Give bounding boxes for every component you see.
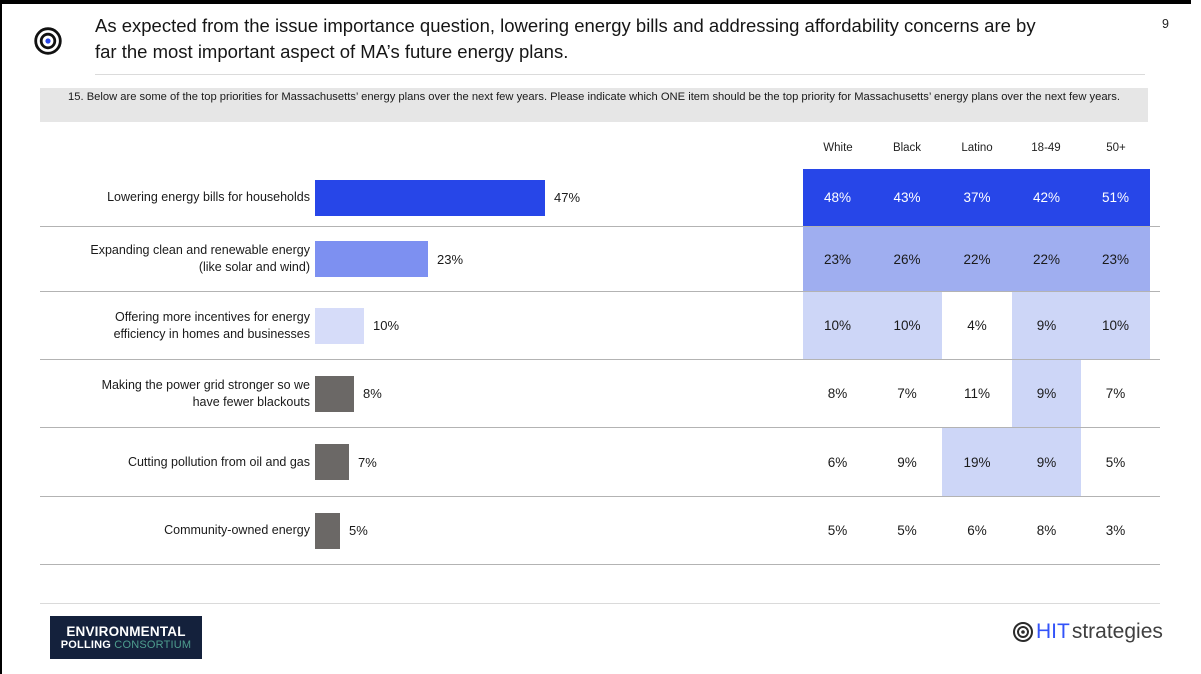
- table-cell: 6%: [803, 428, 872, 496]
- table-cell: 42%: [1012, 169, 1081, 226]
- bar-group: 10%: [315, 292, 399, 359]
- hit-strategies-logo: HIT strategies: [1012, 620, 1163, 644]
- bullseye-icon: [33, 26, 63, 61]
- table-cell: 5%: [803, 497, 872, 564]
- page-title-line1: As expected from the issue importance qu…: [95, 15, 1036, 36]
- survey-question-banner: 15. Below are some of the top priorities…: [40, 88, 1148, 122]
- bar-value: 47%: [554, 190, 581, 205]
- bar-group: 7%: [315, 428, 377, 496]
- table-cell: 10%: [1081, 292, 1150, 359]
- bar: [315, 375, 354, 412]
- column-header-black: Black: [892, 142, 922, 154]
- table-cell: 10%: [872, 292, 942, 359]
- bar-label-line: Expanding clean and renewable energy: [90, 243, 310, 258]
- bar-value: 8%: [363, 386, 382, 401]
- bar-label: Expanding clean and renewable energy (li…: [75, 227, 310, 291]
- table-cell: 5%: [1081, 428, 1150, 496]
- bar-label-line: Lowering energy bills for households: [107, 190, 310, 205]
- table-cell: 22%: [1012, 227, 1081, 291]
- table-cell: 51%: [1081, 169, 1150, 226]
- table-cell: 19%: [942, 428, 1012, 496]
- slide-left-border: [0, 0, 2, 674]
- bar-value: 5%: [349, 523, 368, 538]
- column-header-50plus: 50+: [1106, 142, 1126, 154]
- table-cell: 9%: [1012, 428, 1081, 496]
- table-cell: 23%: [803, 227, 872, 291]
- hit-logo-hit: HIT: [1036, 620, 1070, 643]
- footer-divider: [40, 603, 1160, 604]
- bar-value: 7%: [358, 454, 377, 470]
- table-cell: 9%: [872, 428, 942, 496]
- chart-row: Making the power grid stronger so we hav…: [40, 360, 1160, 428]
- environmental-polling-consortium-logo: ENVIRONMENTAL POLLING CONSORTIUM: [50, 616, 202, 659]
- slide-top-border: [0, 0, 1191, 4]
- epc-logo-polling: POLLING: [60, 638, 112, 651]
- page-number: 9: [1162, 17, 1169, 31]
- bar: [315, 241, 428, 277]
- hit-bullseye-icon: [1012, 621, 1034, 643]
- bar-group: 23%: [315, 227, 463, 291]
- chart-row: Lowering energy bills for households 47%…: [40, 169, 1160, 227]
- page-title: As expected from the issue importance qu…: [95, 13, 1036, 65]
- bar-value: 10%: [373, 318, 400, 333]
- table-cell: 8%: [803, 360, 872, 427]
- bar-label: Making the power grid stronger so we hav…: [75, 360, 310, 427]
- column-header-white: White: [823, 142, 853, 154]
- column-header-18-49: 18-49: [1031, 142, 1061, 154]
- bar: [315, 179, 545, 216]
- bar-label-line: Cutting pollution from oil and gas: [127, 454, 310, 469]
- table-cell: 43%: [872, 169, 942, 226]
- bar-group: 47%: [315, 169, 580, 226]
- title-divider: [95, 74, 1145, 75]
- bar-group: 5%: [315, 497, 368, 564]
- table-cell: 26%: [872, 227, 942, 291]
- bar-value: 23%: [437, 251, 464, 267]
- bar: [315, 307, 364, 344]
- bar-label-line: Offering more incentives for energy: [114, 309, 310, 324]
- table-cell: 8%: [1012, 497, 1081, 564]
- table-cell: 6%: [942, 497, 1012, 564]
- bar: [315, 512, 340, 549]
- table-cell: 22%: [942, 227, 1012, 291]
- table-cell: 7%: [872, 360, 942, 427]
- bar-label: Cutting pollution from oil and gas: [75, 428, 310, 496]
- table-cell: 11%: [942, 360, 1012, 427]
- page-title-line2: far the most important aspect of MA’s fu…: [95, 41, 569, 62]
- hit-logo-strategies: strategies: [1071, 620, 1163, 643]
- table-cell: 9%: [1012, 292, 1081, 359]
- epc-logo-consortium: CONSORTIUM: [114, 638, 192, 651]
- table-cell: 4%: [942, 292, 1012, 359]
- table-cell: 7%: [1081, 360, 1150, 427]
- table-cell: 10%: [803, 292, 872, 359]
- chart-row: Cutting pollution from oil and gas 7% 6%…: [40, 428, 1160, 497]
- bar-label: Offering more incentives for energy effi…: [75, 292, 310, 359]
- chart-row: Community-owned energy 5% 5% 5% 6% 8% 3%: [40, 497, 1160, 565]
- bar-label-line: (like solar and wind): [198, 260, 310, 274]
- table-cell: 48%: [803, 169, 872, 226]
- table-cell: 37%: [942, 169, 1012, 226]
- bar-group: 8%: [315, 360, 382, 427]
- chart-row: Offering more incentives for energy effi…: [40, 292, 1160, 360]
- chart-row: Expanding clean and renewable energy (li…: [40, 227, 1160, 292]
- bar-label-line: Community-owned energy: [164, 523, 310, 538]
- table-cell: 9%: [1012, 360, 1081, 427]
- bar-label: Lowering energy bills for households: [75, 169, 310, 226]
- epc-logo-line1: ENVIRONMENTAL: [66, 623, 186, 639]
- table-cell: 3%: [1081, 497, 1150, 564]
- table-cell: 23%: [1081, 227, 1150, 291]
- bar-label-line: have fewer blackouts: [192, 394, 310, 409]
- table-cell: 5%: [872, 497, 942, 564]
- bar-label: Community-owned energy: [75, 497, 310, 564]
- column-header-latino: Latino: [961, 142, 993, 154]
- bar-label-line: efficiency in homes and businesses: [113, 326, 310, 341]
- bar: [315, 444, 349, 480]
- epc-logo-line2: POLLING CONSORTIUM: [61, 639, 192, 652]
- bar-label-line: Making the power grid stronger so we: [101, 377, 310, 392]
